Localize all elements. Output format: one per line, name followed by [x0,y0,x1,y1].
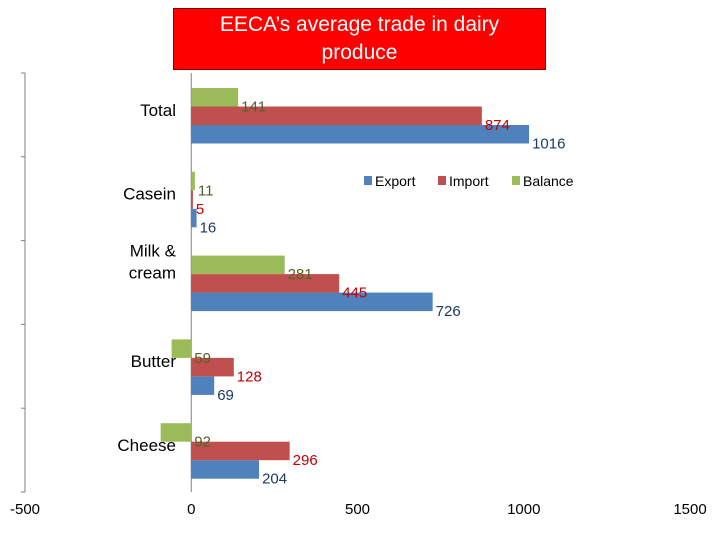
legend-swatch-import [438,176,446,185]
data-label-balance-milk-and-cream: 281 [288,266,313,283]
legend: Export Import Balance [357,170,591,192]
bar-import-casein [191,190,193,209]
legend-swatch-export [364,176,372,185]
bar-import-total [191,107,482,126]
x-tick-label: 500 [345,501,370,518]
x-tick-labels: -500 0 500 1000 1500 [10,501,707,518]
legend-label-export: Export [375,173,416,189]
data-label-import-total: 874 [485,117,510,134]
data-label-import-milk-and-cream: 445 [342,285,367,302]
bar-export-total [191,125,529,144]
bar-balance-total [191,88,238,107]
x-tick-label: -500 [10,501,40,518]
category-label-milk-and-cream: cream [129,263,176,282]
data-label-export-cheese: 204 [262,471,287,488]
bar-balance-milk-and-cream [191,256,284,275]
data-label-export-milk-and-cream: 726 [436,303,461,320]
category-label-milk-and-cream: Milk & [130,241,177,260]
data-label-balance-casein: 11 [198,182,214,199]
category-labels: Cheese Butter Milk & cream Casein Total [117,101,176,455]
bars [161,88,529,479]
data-label-import-butter: 128 [237,368,262,385]
legend-swatch-balance [512,176,520,185]
data-label-export-casein: 16 [200,219,217,236]
category-label-casein: Casein [123,185,176,204]
bar-export-milk-and-cream [191,293,432,312]
data-label-export-total: 1016 [532,136,565,153]
data-label-balance-cheese: 92 [194,434,211,451]
x-tick-label: 1000 [507,501,540,518]
data-label-balance-total: 141 [241,99,266,116]
data-label-import-casein: 5 [196,201,204,218]
data-label-export-butter: 69 [217,387,234,404]
bar-import-milk-and-cream [191,274,339,293]
bar-export-cheese [191,460,259,479]
x-tick-label: 1500 [673,501,706,518]
category-label-total: Total [140,101,176,120]
category-label-cheese: Cheese [117,436,176,455]
bar-export-butter [191,376,214,395]
bar-balance-casein [191,172,195,191]
data-label-import-cheese: 296 [293,452,318,469]
x-tick-label: 0 [187,501,195,518]
legend-label-import: Import [449,173,489,189]
data-label-balance-butter: 59 [194,350,211,367]
category-label-butter: Butter [131,352,177,371]
legend-label-balance: Balance [523,173,574,189]
